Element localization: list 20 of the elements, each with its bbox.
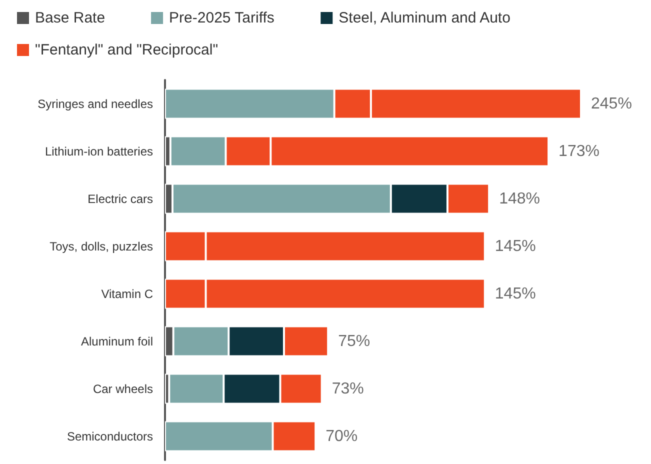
- legend-label: Pre-2025 Tariffs: [169, 10, 274, 26]
- annotation: 173%: [558, 142, 600, 160]
- legend-label: Base Rate: [35, 10, 106, 26]
- y-tick-label: Aluminum foil: [80, 334, 153, 348]
- y-tick-label: Car wheels: [92, 382, 153, 396]
- annotation: 145%: [494, 285, 536, 302]
- y-tick-label: Toys, dolls, puzzles: [50, 239, 153, 254]
- legend-label: Steel, Aluminum and Auto: [338, 10, 510, 26]
- y-tick-label: Electric cars: [88, 192, 153, 206]
- annotation: 70%: [326, 428, 358, 445]
- y-tick-label: Lithium-ion batteries: [44, 144, 153, 158]
- annotation: 145%: [494, 238, 536, 255]
- annotation: 148%: [499, 190, 540, 208]
- annotation: 245%: [591, 95, 632, 112]
- y-tick-label: Semiconductors: [66, 429, 153, 444]
- annotation: 75%: [338, 332, 370, 350]
- annotation: 73%: [332, 380, 364, 398]
- legend-label: "Fentanyl" and "Reciprocal": [35, 42, 218, 58]
- y-tick-label: Syringes and needles: [38, 96, 153, 111]
- y-tick-label: Vitamin C: [101, 286, 154, 301]
